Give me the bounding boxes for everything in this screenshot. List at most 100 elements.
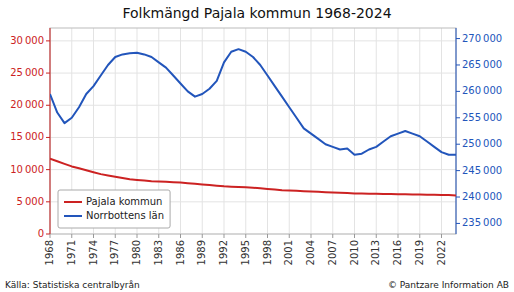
- grid-line: [398, 28, 399, 234]
- x-tick: [224, 234, 225, 238]
- grid-line: [50, 40, 456, 41]
- y-tick: [46, 73, 50, 74]
- grid-line: [376, 28, 377, 234]
- x-tick: [419, 234, 420, 238]
- grid-line: [311, 28, 312, 234]
- y2-tick: [456, 91, 460, 92]
- y-tick: [46, 137, 50, 138]
- y-tick: [46, 234, 50, 235]
- legend-swatch: [64, 201, 82, 203]
- x-tick: [245, 234, 246, 238]
- plot-frame: [50, 28, 456, 234]
- y-tick: [46, 105, 50, 106]
- x-tick: [332, 234, 333, 238]
- annotation: Källa: Statistiska centralbyrån: [5, 280, 140, 290]
- x-tick: [441, 234, 442, 238]
- x-tick-label: 1968: [44, 240, 55, 265]
- y-tick-label: 25 000: [10, 67, 44, 78]
- y2-tick-label: 270 000: [462, 33, 502, 44]
- x-tick: [398, 234, 399, 238]
- grid-line: [50, 137, 456, 138]
- grid-line: [289, 28, 290, 234]
- x-tick: [180, 234, 181, 238]
- x-tick: [137, 234, 138, 238]
- x-tick-label: 2004: [305, 240, 316, 265]
- y-tick-label: 20 000: [10, 99, 44, 110]
- x-tick-label: 1992: [218, 240, 229, 265]
- legend: Pajala kommun Norrbottens län: [58, 190, 170, 228]
- x-tick-label: 1986: [175, 240, 186, 265]
- x-tick: [158, 234, 159, 238]
- lines: [50, 49, 456, 195]
- grid-line: [267, 28, 268, 234]
- grid-line: [441, 28, 442, 234]
- grid-line: [419, 28, 420, 234]
- y2-tick-label: 235 000: [462, 217, 502, 228]
- y-tick-label: 30 000: [10, 35, 44, 46]
- x-tick-label: 2013: [370, 240, 381, 265]
- y-tick: [46, 169, 50, 170]
- grid-line: [224, 28, 225, 234]
- axes: 0 5 000 10 000 15 000 20 000 25 000 30 000 235 …: [10, 33, 502, 266]
- annotation: © Pantzare Information AB: [388, 280, 509, 290]
- x-tick-label: 1980: [131, 240, 142, 265]
- x-tick-label: 1998: [262, 240, 273, 265]
- x-tick: [202, 234, 203, 238]
- y-tick-label: 0: [38, 228, 44, 239]
- y2-tick: [456, 38, 460, 39]
- grid-line: [50, 28, 51, 234]
- y2-tick: [456, 197, 460, 198]
- x-tick-label: 2019: [414, 240, 425, 265]
- y2-tick: [456, 144, 460, 145]
- y2-tick: [456, 223, 460, 224]
- chart: 0 5 000 10 000 15 000 20 000 25 000 30 000 235 …: [0, 0, 514, 292]
- x-tick: [71, 234, 72, 238]
- x-tick-label: 1995: [240, 240, 251, 265]
- y-tick: [46, 40, 50, 41]
- y2-tick-label: 245 000: [462, 165, 502, 176]
- grid-line: [332, 28, 333, 234]
- y2-tick-label: 265 000: [462, 59, 502, 70]
- x-tick: [376, 234, 377, 238]
- y-tick: [46, 201, 50, 202]
- title: Folkmängd Pajala kommun 1968-2024: [122, 5, 391, 21]
- y2-tick: [456, 117, 460, 118]
- grid-line: [354, 28, 355, 234]
- x-tick: [50, 234, 51, 238]
- x-tick: [289, 234, 290, 238]
- legend-label: Norrbottens län: [86, 210, 164, 221]
- x-tick-label: 1977: [109, 240, 120, 265]
- x-tick: [311, 234, 312, 238]
- y-tick-label: 10 000: [10, 164, 44, 175]
- grid-line: [50, 169, 456, 170]
- x-tick-label: 1974: [88, 240, 99, 265]
- x-tick: [354, 234, 355, 238]
- x-tick-label: 2022: [436, 240, 447, 265]
- grid: [50, 28, 456, 234]
- legend-swatch: [64, 215, 82, 217]
- y2-tick: [456, 64, 460, 65]
- y2-tick-label: 255 000: [462, 112, 502, 123]
- y2-tick-label: 250 000: [462, 138, 502, 149]
- x-tick-label: 1989: [196, 240, 207, 265]
- y-axis-line: [50, 28, 51, 234]
- grid-line: [202, 28, 203, 234]
- x-tick: [267, 234, 268, 238]
- y2-tick: [456, 170, 460, 171]
- x-tick-label: 1971: [66, 240, 77, 265]
- y2-tick-label: 240 000: [462, 191, 502, 202]
- series-line: [50, 49, 456, 155]
- x-tick: [93, 234, 94, 238]
- y-tick-label: 5 000: [17, 196, 44, 207]
- x-tick-label: 2001: [283, 240, 294, 265]
- y-tick-label: 15 000: [10, 131, 44, 142]
- grid-line: [50, 73, 456, 74]
- y2-tick-label: 260 000: [462, 85, 502, 96]
- legend-box: [58, 190, 170, 228]
- x-tick-label: 2010: [349, 240, 360, 265]
- legend-label: Pajala kommun: [86, 196, 162, 207]
- x-tick: [115, 234, 116, 238]
- y2-axis-line: [456, 28, 457, 234]
- x-tick-label: 2007: [327, 240, 338, 265]
- x-tick-label: 1983: [153, 240, 164, 265]
